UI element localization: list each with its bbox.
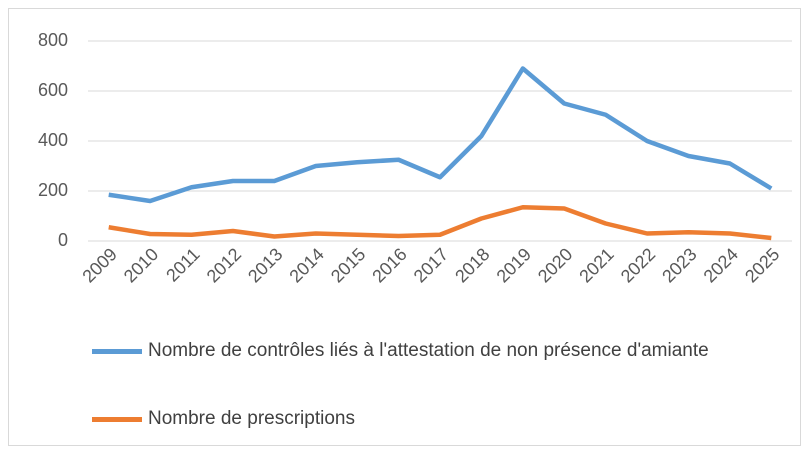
x-tick-label: 2010 [120,244,162,286]
x-tick-label: 2015 [327,244,369,286]
x-tick-label: 2018 [451,244,493,286]
legend-item: Nombre de prescriptions [92,407,752,431]
y-tick-label: 800 [38,30,68,50]
series-line [108,66,773,204]
x-tick-label: 2020 [534,244,576,286]
y-tick-label: 600 [38,80,68,100]
x-tick-label: 2012 [203,244,245,286]
x-tick-label: 2024 [700,244,742,286]
legend-label: Nombre de contrôles liés à l'attestation… [148,340,709,361]
x-tick-label: 2017 [410,244,452,286]
x-tick-label: 2009 [78,244,120,286]
legend-swatch [92,349,142,354]
x-tick-label: 2022 [617,244,659,286]
y-tick-label: 0 [58,230,68,250]
x-tick-label: 2021 [575,244,617,286]
y-tick-label: 200 [38,180,68,200]
y-tick-label: 400 [38,130,68,150]
x-tick-label: 2013 [244,244,286,286]
series-line [108,205,772,241]
legend-label: Nombre de prescriptions [148,408,355,429]
x-tick-label: 2019 [493,244,535,286]
x-tick-label: 2025 [741,244,783,286]
x-tick-label: 2016 [368,244,410,286]
x-tick-label: 2014 [285,244,327,286]
x-tick-label: 2023 [658,244,700,286]
legend-swatch [92,417,142,422]
x-tick-label: 2011 [162,244,204,286]
legend-item: Nombre de contrôles liés à l'attestation… [92,339,752,363]
chart-frame [8,8,801,446]
